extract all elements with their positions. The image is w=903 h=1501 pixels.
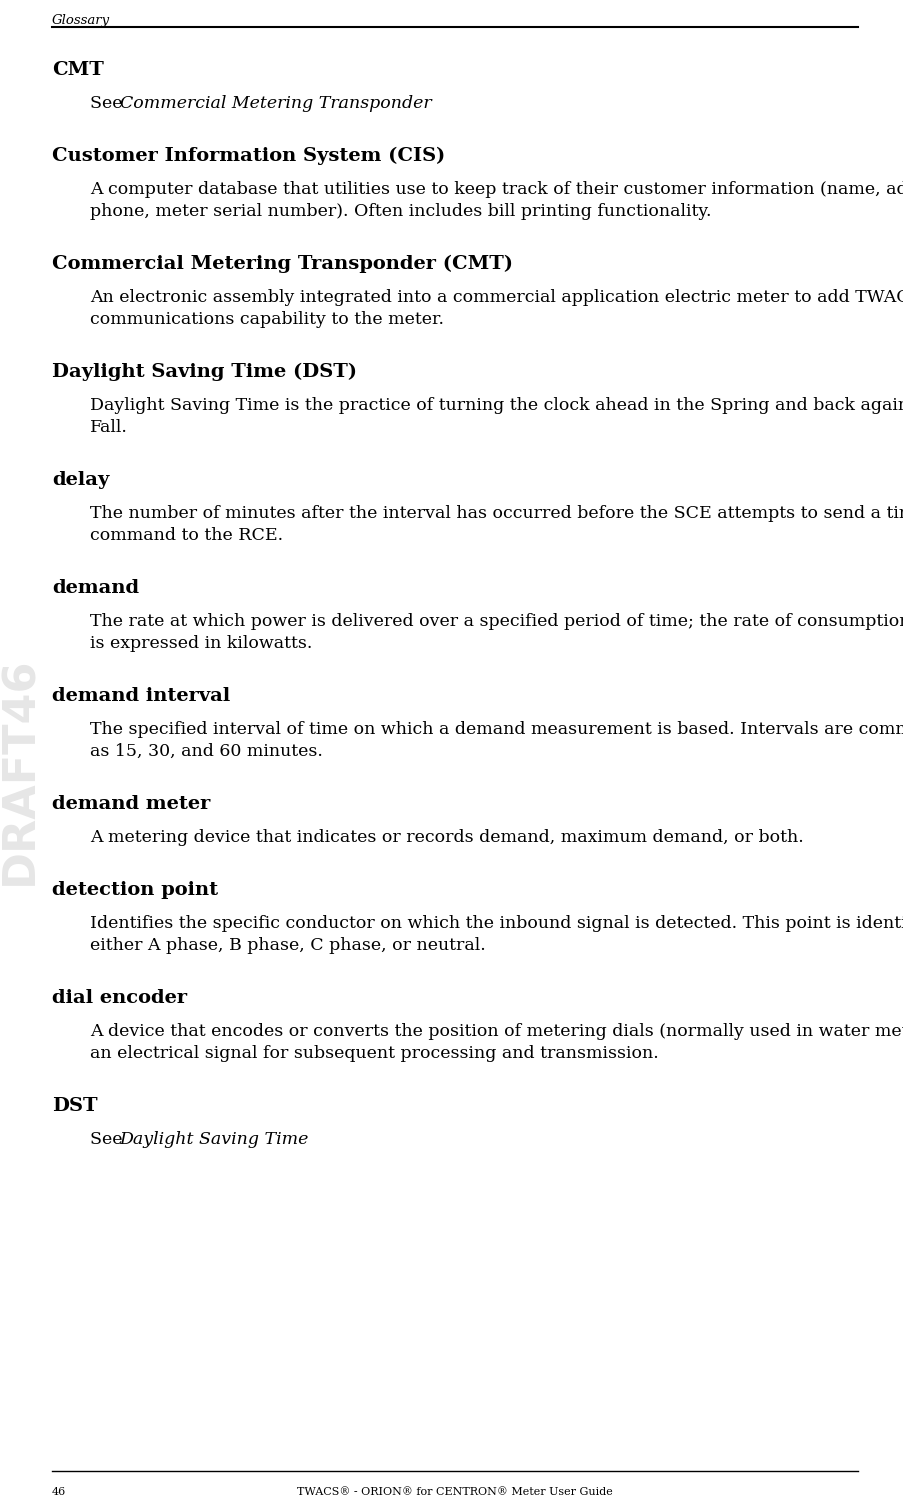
Text: Fall.: Fall. [90,419,127,435]
Text: is expressed in kilowatts.: is expressed in kilowatts. [90,635,312,651]
Text: A computer database that utilities use to keep track of their customer informati: A computer database that utilities use t… [90,182,903,198]
Text: an electrical signal for subsequent processing and transmission.: an electrical signal for subsequent proc… [90,1045,658,1063]
Text: TWACS® - ORION® for CENTRON® Meter User Guide: TWACS® - ORION® for CENTRON® Meter User … [297,1487,612,1496]
Text: A device that encodes or converts the position of metering dials (normally used : A device that encodes or converts the po… [90,1024,903,1040]
Text: demand interval: demand interval [52,687,230,705]
Text: Daylight Saving Time is the practice of turning the clock ahead in the Spring an: Daylight Saving Time is the practice of … [90,396,903,414]
Text: 46: 46 [52,1487,66,1496]
Text: DRAFT46: DRAFT46 [0,657,42,886]
Text: CMT: CMT [52,62,104,80]
Text: Glossary: Glossary [52,14,110,27]
Text: detection point: detection point [52,881,218,899]
Text: See: See [90,1130,128,1148]
Text: demand meter: demand meter [52,796,210,814]
Text: Daylight Saving Time: Daylight Saving Time [119,1130,309,1148]
Text: phone, meter serial number). Often includes bill printing functionality.: phone, meter serial number). Often inclu… [90,203,711,221]
Text: .: . [337,95,342,113]
Text: as 15, 30, and 60 minutes.: as 15, 30, and 60 minutes. [90,743,322,760]
Text: A metering device that indicates or records demand, maximum demand, or both.: A metering device that indicates or reco… [90,829,803,847]
Text: The rate at which power is delivered over a specified period of time; the rate o: The rate at which power is delivered ove… [90,612,903,630]
Text: Daylight Saving Time (DST): Daylight Saving Time (DST) [52,363,357,381]
Text: communications capability to the meter.: communications capability to the meter. [90,311,443,329]
Text: demand: demand [52,579,139,597]
Text: Commercial Metering Transponder (CMT): Commercial Metering Transponder (CMT) [52,255,512,273]
Text: either A phase, B phase, C phase, or neutral.: either A phase, B phase, C phase, or neu… [90,937,485,955]
Text: Commercial Metering Transponder: Commercial Metering Transponder [119,95,431,113]
Text: delay: delay [52,471,109,489]
Text: An electronic assembly integrated into a commercial application electric meter t: An electronic assembly integrated into a… [90,290,903,306]
Text: See: See [90,95,128,113]
Text: The specified interval of time on which a demand measurement is based. Intervals: The specified interval of time on which … [90,720,903,738]
Text: command to the RCE.: command to the RCE. [90,527,283,543]
Text: DST: DST [52,1097,98,1115]
Text: Identifies the specific conductor on which the inbound signal is detected. This : Identifies the specific conductor on whi… [90,916,903,932]
Text: Customer Information System (CIS): Customer Information System (CIS) [52,147,445,165]
Text: The number of minutes after the interval has occurred before the SCE attempts to: The number of minutes after the interval… [90,504,903,522]
Text: dial encoder: dial encoder [52,989,187,1007]
